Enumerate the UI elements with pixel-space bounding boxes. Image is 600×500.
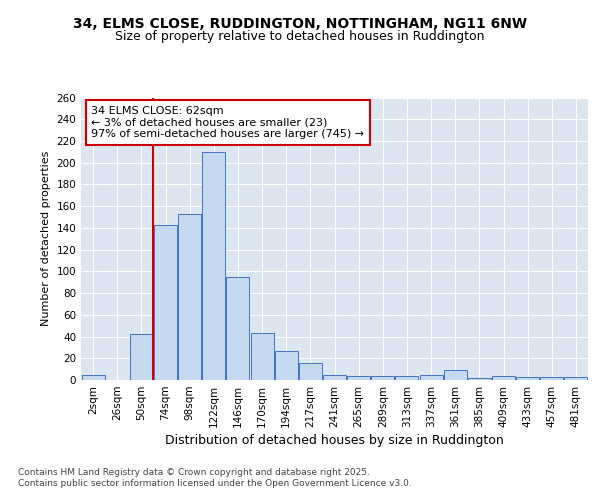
Bar (395, 376, 418, 380)
Bar (226, 277, 250, 380)
Text: 34 ELMS CLOSE: 62sqm
← 3% of detached houses are smaller (23)
97% of semi-detach: 34 ELMS CLOSE: 62sqm ← 3% of detached ho… (91, 106, 364, 139)
Bar (516, 376, 539, 380)
Bar (347, 376, 370, 380)
Bar (323, 374, 346, 380)
X-axis label: Distribution of detached houses by size in Ruddington: Distribution of detached houses by size … (165, 434, 504, 447)
Text: Size of property relative to detached houses in Ruddington: Size of property relative to detached ho… (115, 30, 485, 43)
Bar (492, 376, 515, 380)
Bar (178, 214, 201, 380)
Text: Contains HM Land Registry data © Crown copyright and database right 2025.
Contai: Contains HM Land Registry data © Crown c… (18, 468, 412, 487)
Bar (251, 334, 274, 380)
Bar (275, 350, 298, 380)
Y-axis label: Number of detached properties: Number of detached properties (41, 151, 51, 326)
Bar (419, 374, 443, 380)
Text: 34, ELMS CLOSE, RUDDINGTON, NOTTINGHAM, NG11 6NW: 34, ELMS CLOSE, RUDDINGTON, NOTTINGHAM, … (73, 18, 527, 32)
Bar (371, 376, 394, 380)
Bar (82, 374, 104, 380)
Bar (444, 370, 467, 380)
Bar (299, 362, 322, 380)
Bar (154, 224, 177, 380)
Bar (468, 378, 491, 380)
Bar (565, 376, 587, 380)
Bar (541, 376, 563, 380)
Bar (130, 334, 153, 380)
Bar (202, 152, 225, 380)
